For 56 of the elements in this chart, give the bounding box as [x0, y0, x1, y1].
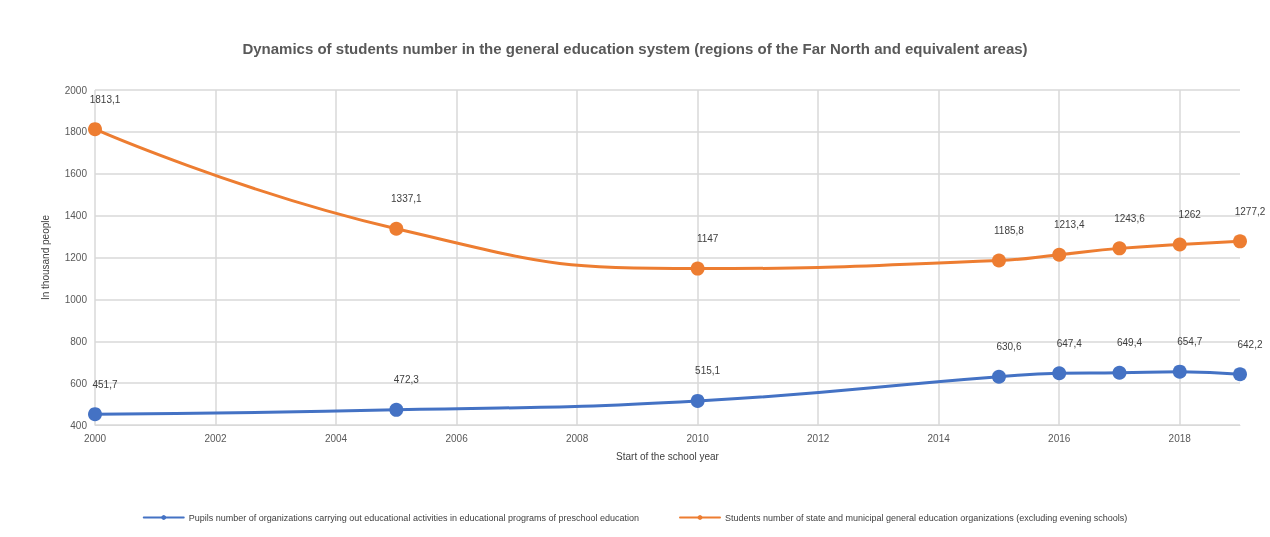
- data-label: 1813,1: [89, 93, 121, 105]
- data-label: 1262: [1178, 209, 1202, 221]
- data-label: 515,1: [695, 365, 721, 377]
- point: [1172, 237, 1187, 252]
- point: [1112, 365, 1127, 380]
- x-tick-label: 2006: [445, 432, 469, 444]
- y-tick-label: 1800: [64, 126, 88, 138]
- point: [389, 402, 404, 417]
- data-label: 472,3: [393, 374, 420, 386]
- point: [88, 407, 102, 422]
- data-label: 1185,8: [994, 224, 1025, 236]
- x-tick-label: 2016: [1048, 432, 1071, 444]
- y-tick-label: 1200: [64, 252, 88, 263]
- point: [389, 221, 404, 236]
- data-label: 654,7: [1177, 336, 1203, 348]
- point: [1052, 366, 1067, 381]
- chart-title: Dynamics of students number in the general education system (regions of the Far North and equivalent areas): [242, 40, 1028, 57]
- y-tick-label: 1400: [64, 210, 88, 222]
- legend-label: Pupils number of organizations carrying out educational activities in educational programs of preschool education: [188, 512, 640, 523]
- data-label: 649,4: [1116, 337, 1143, 349]
- x-tick-label: 2012: [807, 432, 830, 444]
- data-label: 1277,2: [1234, 205, 1266, 217]
- data-label: 647,4: [1056, 337, 1083, 349]
- x-tick-label: 2014: [927, 432, 951, 444]
- data-label: 1337,1: [391, 193, 423, 205]
- x-tick-label: 2008: [565, 432, 589, 444]
- point: [1172, 364, 1187, 379]
- point: [1052, 247, 1067, 262]
- point: [991, 369, 1006, 384]
- y-tick-label: 600: [70, 377, 88, 389]
- data-label: 1243,6: [1114, 212, 1146, 224]
- legend-label: Students number of state and municipal general education organizations (excluding evening schools): [725, 512, 1128, 523]
- y-axis-title: In thousand people: [39, 214, 51, 301]
- x-tick-label: 2002: [204, 432, 228, 444]
- y-tick-label: 800: [70, 335, 88, 347]
- data-label: 1147: [696, 233, 719, 245]
- point: [1233, 367, 1247, 382]
- point: [690, 261, 705, 276]
- x-tick-label: 2010: [686, 432, 710, 444]
- point: [1233, 234, 1247, 249]
- point: [690, 393, 705, 408]
- point: [88, 122, 102, 137]
- data-label: 630,6: [996, 341, 1022, 353]
- y-tick-label: 400: [70, 419, 88, 431]
- point: [991, 253, 1006, 268]
- y-tick-label: 2000: [64, 84, 88, 96]
- x-axis-title: Start of the school year: [616, 450, 720, 462]
- point: [1112, 241, 1127, 256]
- x-tick-label: 2004: [324, 432, 348, 444]
- x-tick-label: 2018: [1168, 432, 1192, 444]
- y-tick-label: 1600: [64, 168, 88, 180]
- data-label: 1213,4: [1053, 219, 1085, 231]
- data-label: 642,2: [1237, 338, 1263, 350]
- x-tick-label: 2000: [83, 432, 107, 444]
- y-tick-label: 1000: [64, 293, 88, 305]
- data-label: 451,7: [92, 378, 118, 390]
